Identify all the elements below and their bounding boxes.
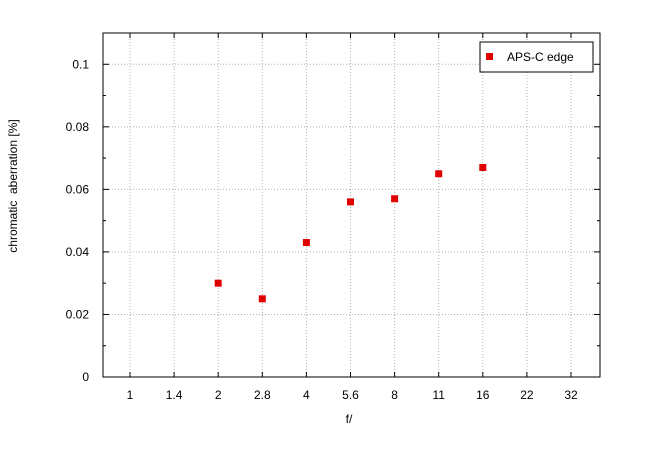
y-axis-title: chromatic aberration [%]: [6, 119, 20, 252]
data-point: [479, 163, 487, 171]
data-points: [214, 163, 487, 303]
x-tick-label: 8: [391, 388, 398, 402]
data-point: [391, 195, 399, 203]
y-tick-label: 0.08: [66, 120, 90, 134]
legend-marker: [486, 53, 493, 60]
x-tick-label: 1.4: [166, 388, 183, 402]
x-tick-label: 22: [520, 388, 534, 402]
x-tick-label: 5.6: [342, 388, 359, 402]
plot-area-frame: [102, 32, 601, 378]
x-tick-label: 2.8: [254, 388, 271, 402]
x-tick-label: 32: [564, 388, 578, 402]
y-tick-label: 0.1: [72, 57, 89, 71]
x-tick-label: 1: [127, 388, 134, 402]
data-point: [258, 295, 266, 303]
y-tick-label: 0: [82, 370, 89, 384]
y-tick-label: 0.06: [66, 182, 90, 196]
x-tick-label: 4: [303, 388, 310, 402]
y-tick-label: 0.04: [66, 245, 90, 259]
data-point: [347, 198, 354, 206]
legend-label: APS-C edge: [507, 50, 574, 64]
x-tick-label: 16: [476, 388, 490, 402]
x-tick-label: 2: [215, 388, 222, 402]
data-point: [435, 170, 443, 178]
axis-ticks: 1 1.4 2 2.8 4 5.6 8 11 16 22 32 0 0.02 0.04 0.06 0.08 0.…: [66, 33, 600, 402]
data-point: [214, 279, 222, 287]
y-tick-label: 0.02: [66, 307, 90, 321]
legend: APS-C edge: [479, 41, 594, 73]
legend-box: [479, 41, 594, 73]
x-axis-title: f/: [346, 412, 353, 426]
x-tick-label: 11: [432, 388, 445, 402]
data-point: [302, 239, 310, 247]
